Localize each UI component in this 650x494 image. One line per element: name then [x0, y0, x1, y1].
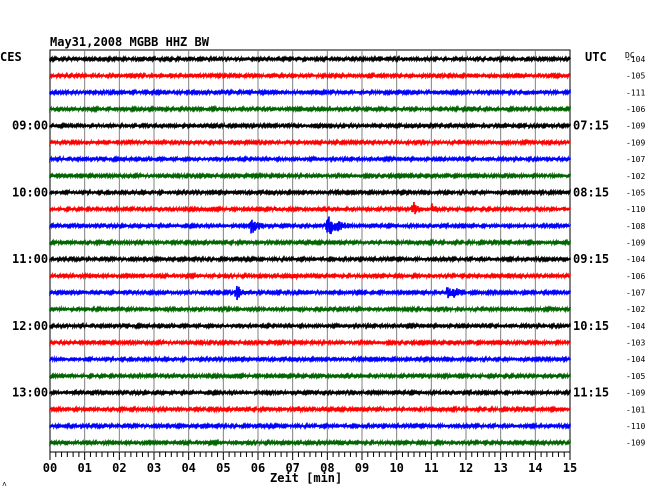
x-axis-label: Zeit [min] [270, 471, 343, 485]
dc-value-label: -101 [626, 405, 645, 414]
left-time-label: 11:00 [12, 252, 48, 266]
trace-line [49, 438, 571, 447]
x-tick-label: 14 [528, 461, 542, 475]
dc-offset-header: DC [625, 51, 635, 60]
left-timezone-label: CES [0, 50, 22, 64]
dc-value-label: -109 [626, 138, 645, 147]
x-tick-label: 07 [285, 461, 299, 475]
right-time-label: 10:15 [573, 319, 609, 333]
dc-value-label: -104 [626, 355, 645, 364]
plot-title: May31,2008 MGBB HHZ BW [50, 35, 209, 49]
x-tick-label: 13 [493, 461, 507, 475]
x-tick-label: 05 [216, 461, 230, 475]
dc-value-label: -103 [626, 339, 645, 348]
right-timezone-label: UTC [585, 50, 607, 64]
left-time-label: 09:00 [12, 119, 48, 133]
dc-value-label: -108 [626, 222, 645, 231]
trace-line [49, 388, 571, 397]
trace-line [49, 285, 571, 301]
x-tick-label: 04 [181, 461, 195, 475]
trace-line [49, 138, 571, 147]
x-tick-label: 00 [43, 461, 57, 475]
trace-line [49, 305, 571, 314]
trace-line [49, 54, 571, 64]
trace-line [49, 271, 571, 281]
left-time-label: 12:00 [12, 319, 48, 333]
dc-value-label: -104 [626, 322, 645, 331]
trace-line [49, 338, 571, 347]
corner-mark: ˄ [2, 480, 7, 489]
dc-value-label: -105 [626, 372, 645, 381]
x-tick-label: 11 [424, 461, 438, 475]
trace-line [49, 71, 571, 80]
x-tick-label: 12 [459, 461, 473, 475]
right-time-label: 08:15 [573, 185, 609, 199]
trace-line [49, 238, 571, 247]
x-tick-label: 10 [389, 461, 403, 475]
dc-value-label: -102 [626, 172, 645, 181]
trace-line [49, 121, 571, 130]
right-time-label: 11:15 [573, 386, 609, 400]
x-tick-label: 03 [147, 461, 161, 475]
trace-line [49, 405, 571, 414]
x-tick-label: 15 [563, 461, 577, 475]
trace-line [49, 371, 571, 381]
trace-line [49, 216, 571, 235]
trace-line [49, 321, 571, 330]
dc-value-label: -106 [626, 272, 645, 281]
trace-line [49, 201, 571, 215]
dc-value-label: -106 [626, 105, 645, 114]
dc-value-label: -104 [626, 255, 645, 264]
trace-line [49, 355, 571, 364]
left-time-label: 13:00 [12, 386, 48, 400]
x-tick-label: 01 [77, 461, 91, 475]
dc-value-label: -109 [626, 238, 645, 247]
trace-line [49, 255, 571, 264]
trace-line [49, 154, 571, 164]
dc-value-label: -109 [626, 439, 645, 448]
dc-value-label: -107 [626, 155, 645, 164]
dc-value-label: -110 [626, 205, 645, 214]
trace-line [49, 188, 571, 197]
x-tick-label: 02 [112, 461, 126, 475]
trace-line [49, 421, 571, 431]
trace-line [49, 104, 571, 114]
dc-value-label: -102 [626, 305, 645, 314]
right-time-label: 09:15 [573, 252, 609, 266]
dc-value-label: -104 [626, 55, 645, 64]
trace-line [49, 88, 571, 97]
dc-value-label: -109 [626, 389, 645, 398]
dc-value-label: -110 [626, 422, 645, 431]
dc-value-label: -105 [626, 72, 645, 81]
trace-line [49, 171, 571, 180]
right-time-label: 07:15 [573, 119, 609, 133]
dc-value-label: -107 [626, 289, 645, 298]
dc-value-label: -109 [626, 122, 645, 131]
x-tick-label: 09 [355, 461, 369, 475]
x-tick-label: 06 [251, 461, 265, 475]
dc-value-label: -111 [626, 88, 645, 97]
x-tick-label: 08 [320, 461, 334, 475]
left-time-label: 10:00 [12, 185, 48, 199]
dc-value-label: -105 [626, 188, 645, 197]
